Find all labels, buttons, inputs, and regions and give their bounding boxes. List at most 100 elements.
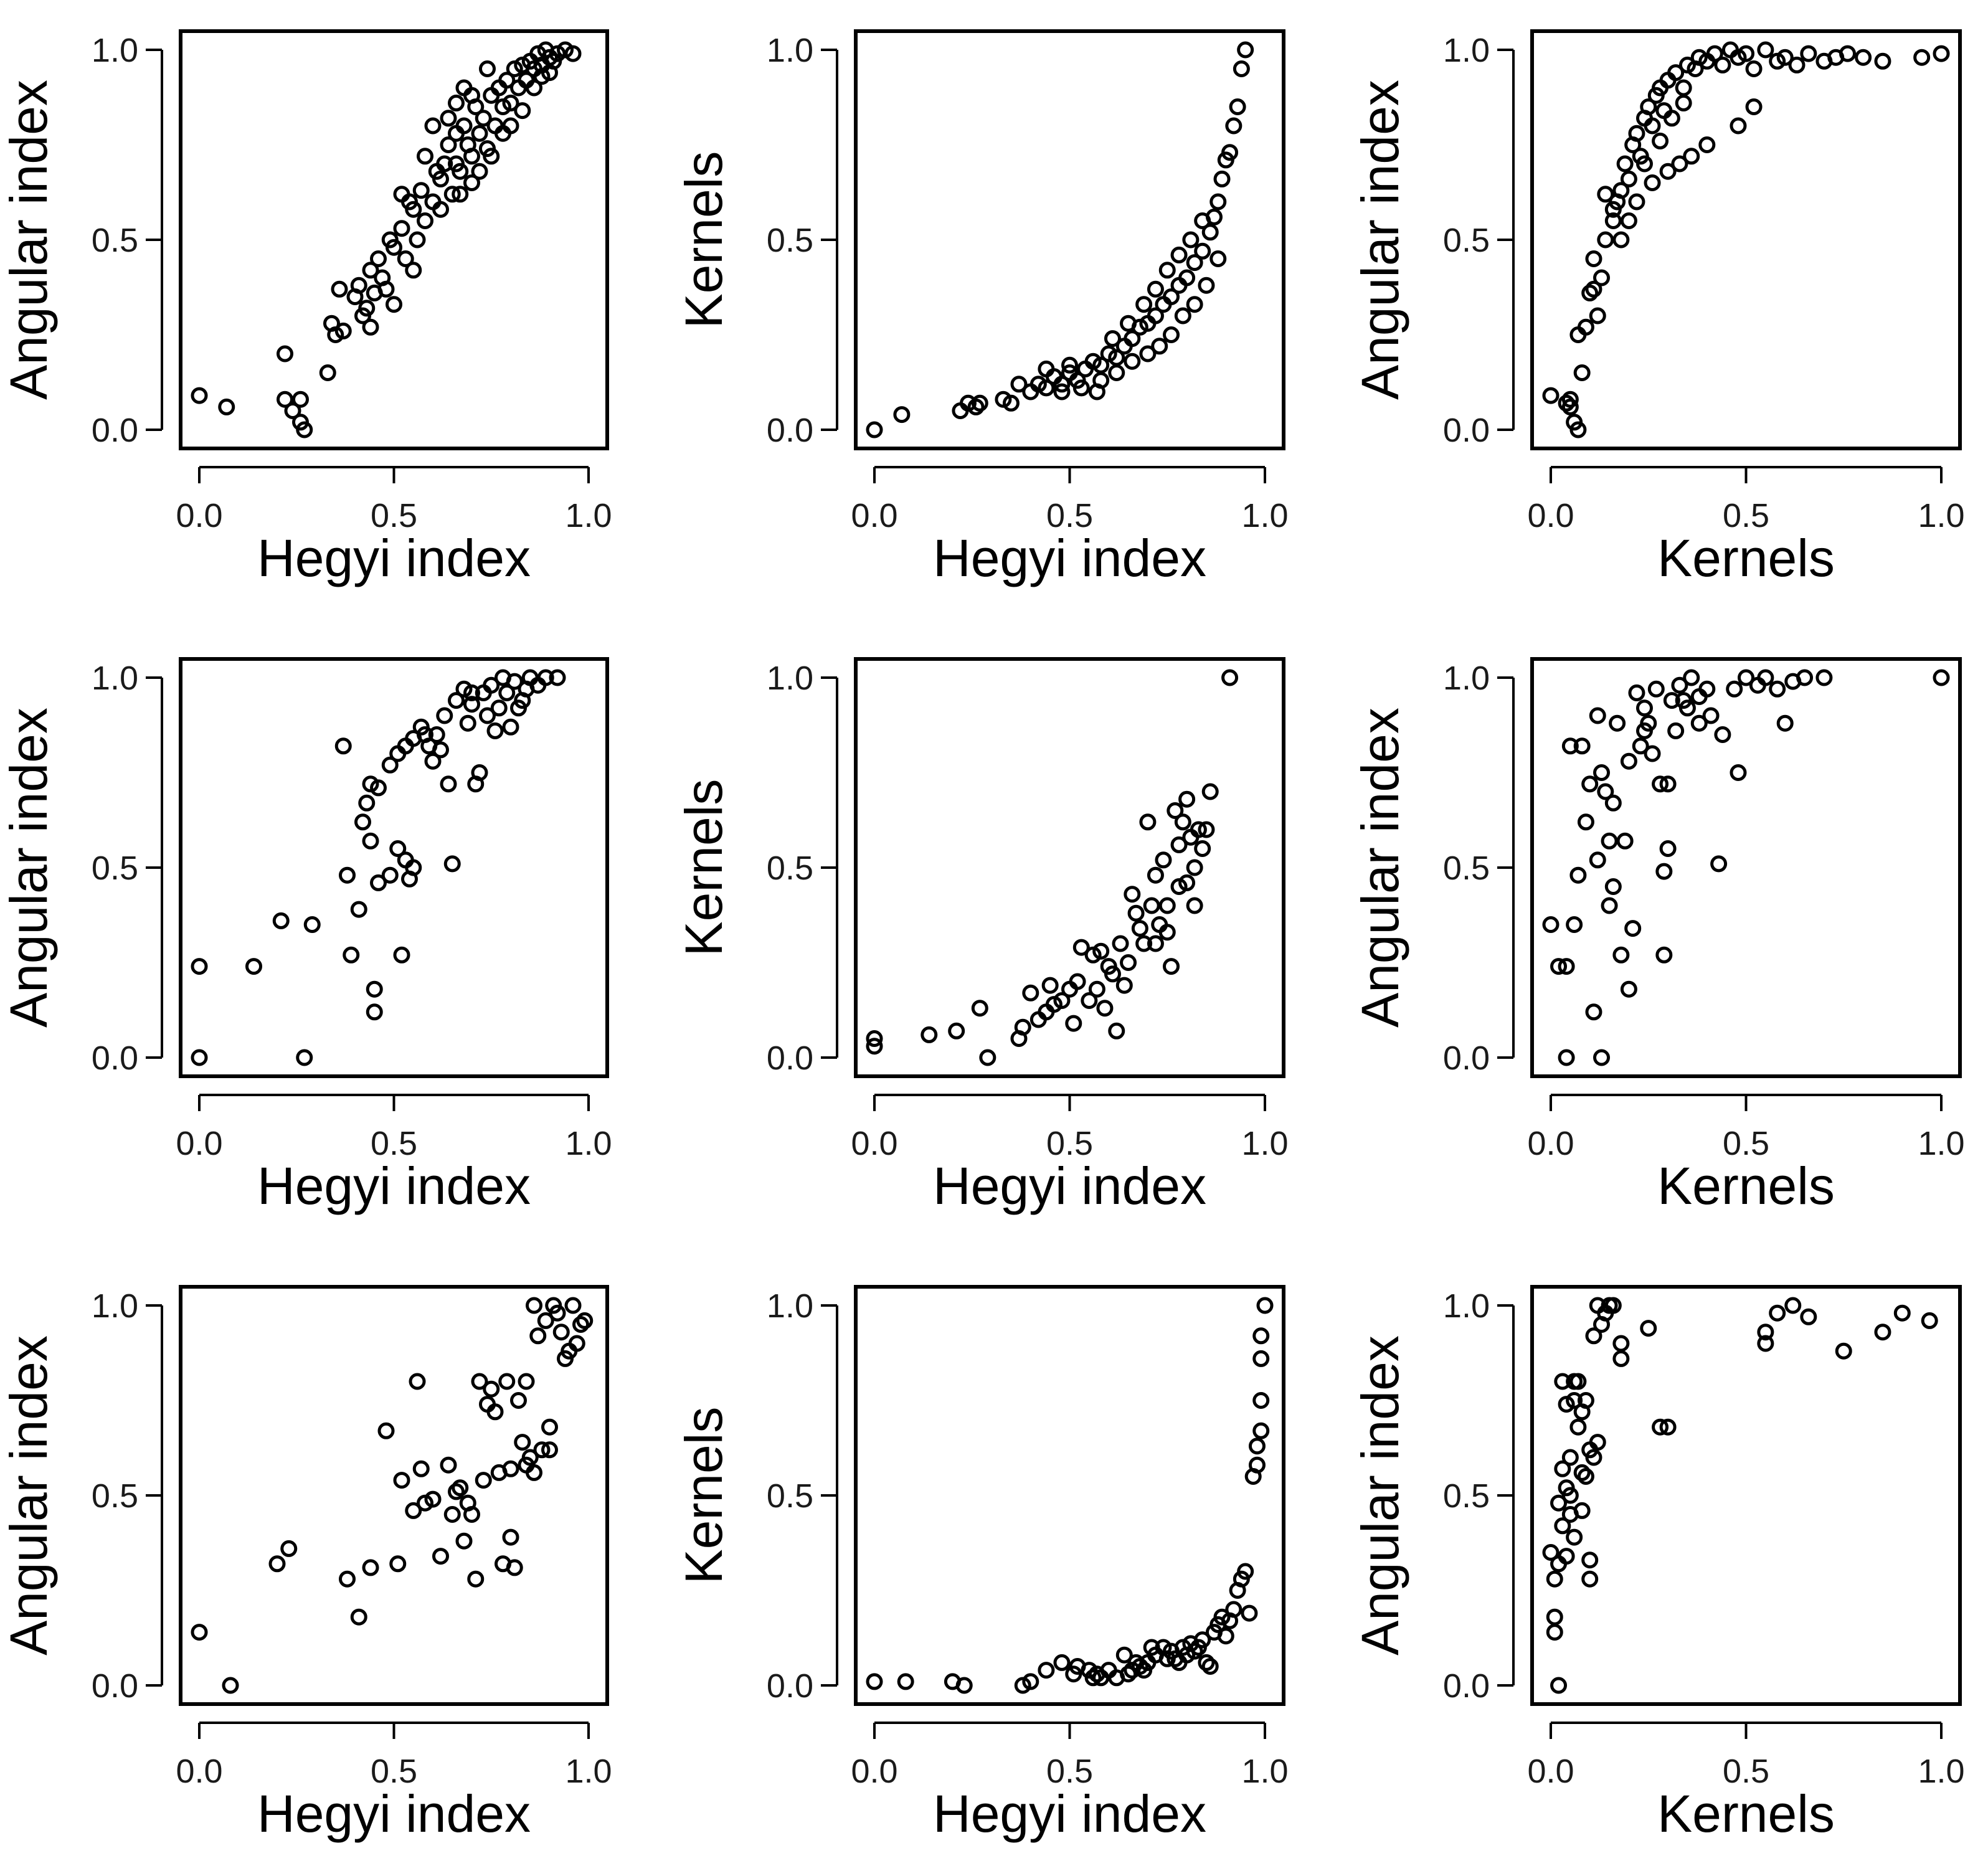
data-point	[1061, 356, 1078, 374]
data-point	[1604, 1297, 1622, 1314]
data-point	[1225, 1601, 1242, 1618]
data-point	[526, 1464, 542, 1481]
x-tick-label: 1.0	[1918, 1125, 1964, 1162]
data-point	[526, 1297, 542, 1314]
data-point	[502, 1528, 519, 1546]
y-axis-title: Angular index	[0, 1335, 58, 1655]
data-point	[502, 94, 519, 111]
data-point	[1124, 353, 1141, 370]
data-point	[280, 1540, 298, 1557]
data-point	[1217, 1627, 1234, 1645]
data-point	[1815, 669, 1833, 686]
y-axis-title: Angular index	[0, 80, 58, 400]
data-point	[1776, 714, 1794, 732]
data-point	[564, 45, 582, 62]
data-point	[1620, 170, 1637, 187]
data-point	[366, 980, 383, 998]
data-point	[1577, 813, 1594, 831]
x-tick-label: 0.0	[176, 497, 222, 534]
data-point	[191, 958, 208, 975]
data-point	[1014, 1018, 1031, 1036]
data-point	[448, 1483, 465, 1500]
data-point	[362, 832, 379, 850]
data-point	[222, 1677, 239, 1694]
data-point	[1542, 916, 1560, 933]
data-point	[1757, 1324, 1774, 1341]
data-point	[1554, 1460, 1571, 1477]
data-point	[370, 874, 387, 891]
data-point	[1714, 726, 1731, 743]
y-tick-label: 1.0	[92, 660, 138, 697]
data-point	[1558, 958, 1575, 975]
data-point	[537, 1312, 554, 1329]
data-point	[386, 296, 402, 313]
data-point	[1186, 859, 1203, 876]
data-point	[1616, 832, 1634, 850]
data-point	[1569, 866, 1587, 884]
data-point	[1573, 364, 1591, 381]
data-point	[1776, 49, 1794, 66]
data-point	[393, 946, 410, 964]
y-tick-label: 0.5	[92, 222, 138, 259]
data-point	[448, 155, 465, 173]
data-point	[362, 1559, 379, 1576]
data-point	[1659, 1418, 1677, 1436]
data-point	[1612, 182, 1630, 199]
data-point	[1108, 364, 1125, 381]
data-point	[1213, 170, 1231, 187]
data-point	[334, 322, 352, 339]
data-point	[459, 136, 476, 153]
y-tick-label: 1.0	[92, 32, 138, 69]
data-point	[424, 117, 442, 135]
data-point	[866, 421, 883, 438]
data-point	[1550, 958, 1568, 975]
data-point	[1221, 669, 1239, 686]
data-point	[1604, 201, 1622, 218]
data-point	[323, 315, 340, 332]
data-point	[1170, 246, 1188, 263]
data-point	[1022, 1673, 1039, 1690]
data-point	[1225, 117, 1242, 135]
data-point	[277, 345, 293, 362]
data-point	[1081, 992, 1098, 1009]
data-point	[1745, 60, 1763, 77]
data-point	[1131, 920, 1148, 937]
x-axis-title: Hegyi index	[257, 529, 531, 587]
data-point	[362, 262, 379, 279]
y-tick-label: 0.0	[767, 1040, 813, 1077]
data-point	[1237, 1563, 1254, 1580]
data-point	[1550, 1494, 1568, 1512]
y-tick-label: 0.0	[92, 1040, 138, 1077]
panel-7: 0.0 0.5 1.0 0.0 0.5 1.0 Hegyi index Angular ind…	[0, 1285, 612, 1843]
data-point	[1561, 391, 1579, 408]
x-tick-label: 0.0	[176, 1125, 222, 1162]
data-point	[1566, 1528, 1583, 1546]
data-point	[1581, 1551, 1599, 1569]
y-axis-title: Kernels	[674, 779, 733, 957]
data-point	[191, 1624, 208, 1641]
data-point	[1635, 155, 1653, 173]
data-point	[1640, 714, 1657, 732]
data-point	[1671, 676, 1688, 694]
x-tick-label: 1.0	[565, 497, 612, 534]
data-point	[893, 406, 911, 424]
data-point	[1124, 886, 1141, 903]
x-tick-label: 0.0	[851, 497, 897, 534]
data-point	[1585, 1327, 1602, 1345]
data-point	[866, 1030, 883, 1047]
data-point	[1581, 1570, 1599, 1588]
data-point	[1730, 117, 1747, 135]
data-point	[284, 402, 301, 419]
data-point	[1675, 79, 1692, 97]
data-point	[1933, 45, 1950, 62]
data-point	[296, 1049, 313, 1066]
data-point	[432, 201, 449, 218]
y-tick-label: 0.5	[767, 1477, 813, 1515]
data-point	[533, 1441, 551, 1459]
y-tick-label: 0.0	[767, 1667, 813, 1705]
x-tick-label: 1.0	[1241, 497, 1288, 534]
data-point	[1194, 242, 1211, 260]
data-point	[1221, 144, 1239, 161]
data-point	[1178, 269, 1196, 287]
